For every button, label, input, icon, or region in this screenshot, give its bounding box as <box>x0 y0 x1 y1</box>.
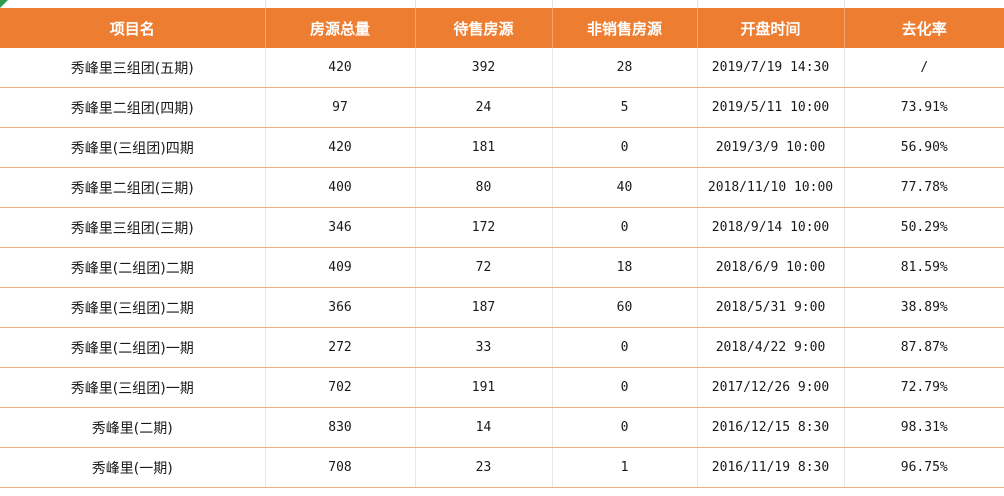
total-units-cell[interactable]: 409 <box>265 247 416 288</box>
opening-time-cell[interactable]: 2018/9/14 10:00 <box>697 207 845 248</box>
sell-through-rate-cell[interactable]: 73.91% <box>844 87 1004 128</box>
non-sale-units-cell[interactable]: 0 <box>552 407 698 448</box>
opening-time-cell[interactable]: 2017/12/26 9:00 <box>697 367 845 408</box>
project-name-cell[interactable]: 秀峰里(一期) <box>0 447 266 488</box>
gridline <box>552 0 553 8</box>
units-for-sale-cell[interactable]: 181 <box>415 127 553 168</box>
header-cell-non-sale-units[interactable]: 非销售房源 <box>552 8 698 48</box>
sell-through-rate-cell[interactable]: 50.29% <box>844 207 1004 248</box>
header-cell-sell-through-rate[interactable]: 去化率 <box>844 8 1004 48</box>
table-row: 秀峰里三组团(三期) 346 172 0 2018/9/14 10:00 50.29% <box>0 207 1004 248</box>
gridline <box>265 0 266 8</box>
sell-through-rate-cell[interactable]: 38.89% <box>844 287 1004 328</box>
header-row: 项目名 房源总量 待售房源 非销售房源 开盘时间 去化率 <box>0 8 1004 48</box>
header-cell-opening-time[interactable]: 开盘时间 <box>697 8 845 48</box>
total-units-cell[interactable]: 702 <box>265 367 416 408</box>
table-row: 秀峰里(三组团)二期 366 187 60 2018/5/31 9:00 38.89% <box>0 287 1004 328</box>
project-name-cell[interactable]: 秀峰里三组团(三期) <box>0 207 266 248</box>
units-for-sale-cell[interactable]: 187 <box>415 287 553 328</box>
project-name-cell[interactable]: 秀峰里三组团(五期) <box>0 48 266 88</box>
units-for-sale-cell[interactable]: 23 <box>415 447 553 488</box>
table-row: 秀峰里(二组团)一期 272 33 0 2018/4/22 9:00 87.87% <box>0 327 1004 368</box>
units-for-sale-cell[interactable]: 191 <box>415 367 553 408</box>
non-sale-units-cell[interactable]: 0 <box>552 207 698 248</box>
total-units-cell[interactable]: 420 <box>265 48 416 88</box>
units-for-sale-cell[interactable]: 14 <box>415 407 553 448</box>
non-sale-units-cell[interactable]: 5 <box>552 87 698 128</box>
non-sale-units-cell[interactable]: 60 <box>552 287 698 328</box>
project-name-cell[interactable]: 秀峰里(二组团)一期 <box>0 327 266 368</box>
opening-time-cell[interactable]: 2018/6/9 10:00 <box>697 247 845 288</box>
header-cell-units-for-sale[interactable]: 待售房源 <box>415 8 553 48</box>
units-for-sale-cell[interactable]: 392 <box>415 48 553 88</box>
units-for-sale-cell[interactable]: 33 <box>415 327 553 368</box>
units-for-sale-cell[interactable]: 80 <box>415 167 553 208</box>
sell-through-rate-cell[interactable]: 72.79% <box>844 367 1004 408</box>
table-body: 秀峰里三组团(五期) 420 392 28 2019/7/19 14:30/秀峰里二组团… <box>0 48 1004 488</box>
non-sale-units-cell[interactable]: 0 <box>552 367 698 408</box>
opening-time-cell[interactable]: 2018/11/10 10:00 <box>697 167 845 208</box>
opening-time-cell[interactable]: 2019/7/19 14:30 <box>697 48 845 88</box>
total-units-cell[interactable]: 346 <box>265 207 416 248</box>
table-row: 秀峰里(二组团)二期 409 72 18 2018/6/9 10:00 81.59% <box>0 247 1004 288</box>
opening-time-cell[interactable]: 2018/4/22 9:00 <box>697 327 845 368</box>
sell-through-rate-cell[interactable]: 56.90% <box>844 127 1004 168</box>
total-units-cell[interactable]: 420 <box>265 127 416 168</box>
non-sale-units-cell[interactable]: 1 <box>552 447 698 488</box>
sell-through-rate-cell[interactable]: 81.59% <box>844 247 1004 288</box>
table-row: 秀峰里二组团(四期) 97 24 5 2019/5/11 10:00 73.91% <box>0 87 1004 128</box>
total-units-cell[interactable]: 708 <box>265 447 416 488</box>
previous-row-strip[interactable] <box>0 0 1004 8</box>
project-name-cell[interactable]: 秀峰里(二组团)二期 <box>0 247 266 288</box>
non-sale-units-cell[interactable]: 18 <box>552 247 698 288</box>
project-name-cell[interactable]: 秀峰里二组团(四期) <box>0 87 266 128</box>
opening-time-cell[interactable]: 2019/3/9 10:00 <box>697 127 845 168</box>
sell-through-rate-cell[interactable]: 77.78% <box>844 167 1004 208</box>
units-for-sale-cell[interactable]: 24 <box>415 87 553 128</box>
project-name-cell[interactable]: 秀峰里(二期) <box>0 407 266 448</box>
table-row: 秀峰里(二期) 830 14 0 2016/12/15 8:30 98.31% <box>0 407 1004 448</box>
table-row: 秀峰里(一期) 708 23 1 2016/11/19 8:30 96.75% <box>0 447 1004 488</box>
non-sale-units-cell[interactable]: 28 <box>552 48 698 88</box>
units-for-sale-cell[interactable]: 72 <box>415 247 553 288</box>
total-units-cell[interactable]: 97 <box>265 87 416 128</box>
gridline <box>415 0 416 8</box>
opening-time-cell[interactable]: 2018/5/31 9:00 <box>697 287 845 328</box>
gridline <box>844 0 845 8</box>
total-units-cell[interactable]: 272 <box>265 327 416 368</box>
project-name-cell[interactable]: 秀峰里(三组团)四期 <box>0 127 266 168</box>
non-sale-units-cell[interactable]: 0 <box>552 327 698 368</box>
table-row: 秀峰里三组团(五期) 420 392 28 2019/7/19 14:30/ <box>0 48 1004 88</box>
sell-through-rate-cell[interactable]: / <box>844 48 1004 88</box>
opening-time-cell[interactable]: 2016/11/19 8:30 <box>697 447 845 488</box>
total-units-cell[interactable]: 366 <box>265 287 416 328</box>
project-name-cell[interactable]: 秀峰里(三组团)一期 <box>0 367 266 408</box>
non-sale-units-cell[interactable]: 0 <box>552 127 698 168</box>
total-units-cell[interactable]: 830 <box>265 407 416 448</box>
gridline <box>697 0 698 8</box>
project-name-cell[interactable]: 秀峰里二组团(三期) <box>0 167 266 208</box>
opening-time-cell[interactable]: 2016/12/15 8:30 <box>697 407 845 448</box>
data-table: 项目名 房源总量 待售房源 非销售房源 开盘时间 去化率 秀峰里三组团(五期) 4… <box>0 8 1004 488</box>
table-row: 秀峰里(三组团)一期 702 191 0 2017/12/26 9:00 72.79% <box>0 367 1004 408</box>
cell-indicator-icon <box>0 0 8 8</box>
sell-through-rate-cell[interactable]: 96.75% <box>844 447 1004 488</box>
sell-through-rate-cell[interactable]: 98.31% <box>844 407 1004 448</box>
non-sale-units-cell[interactable]: 40 <box>552 167 698 208</box>
sell-through-rate-cell[interactable]: 87.87% <box>844 327 1004 368</box>
units-for-sale-cell[interactable]: 172 <box>415 207 553 248</box>
project-name-cell[interactable]: 秀峰里(三组团)二期 <box>0 287 266 328</box>
header-cell-project-name[interactable]: 项目名 <box>0 8 266 48</box>
header-cell-total-units[interactable]: 房源总量 <box>265 8 416 48</box>
table-row: 秀峰里二组团(三期) 400 80 40 2018/11/10 10:00 77.78% <box>0 167 1004 208</box>
total-units-cell[interactable]: 400 <box>265 167 416 208</box>
table-row: 秀峰里(三组团)四期 420 181 0 2019/3/9 10:00 56.90% <box>0 127 1004 168</box>
opening-time-cell[interactable]: 2019/5/11 10:00 <box>697 87 845 128</box>
